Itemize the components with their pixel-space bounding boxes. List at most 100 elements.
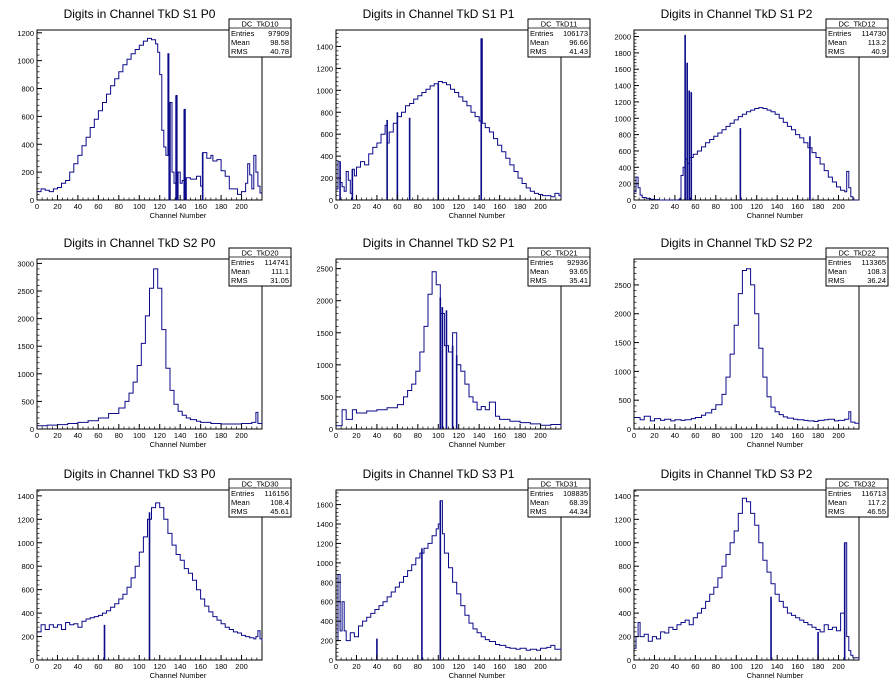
x-tick-label: 0 [632, 202, 636, 211]
panel-title: Digits in Channel TkD S1 P0 [64, 7, 216, 21]
x-tick-label: 140 [473, 431, 486, 440]
x-tick-label: 200 [235, 662, 248, 671]
stats-value: 31.05 [270, 276, 289, 285]
y-tick-label: 2000 [614, 310, 631, 319]
x-tick-label: 100 [730, 431, 743, 440]
y-tick-label: 2000 [17, 315, 34, 324]
x-tick-label: 40 [671, 202, 679, 211]
histogram-panel: Digits in Channel TkD S2 P0 0 20 40 60 80 100 1… [17, 236, 292, 449]
x-tick-label: 100 [432, 662, 445, 671]
y-tick-label: 400 [21, 140, 34, 149]
x-tick-label: 120 [750, 202, 763, 211]
stats-label: RMS [530, 276, 547, 285]
stats-value: 93.65 [569, 267, 588, 276]
x-tick-label: 140 [771, 431, 784, 440]
y-tick-label: 200 [21, 168, 34, 177]
histogram-line [37, 37, 262, 201]
x-tick-label: 120 [452, 431, 465, 440]
x-tick-label: 160 [791, 662, 804, 671]
x-axis-label: Channel Number [747, 440, 804, 449]
x-tick-label: 180 [812, 202, 825, 211]
stats-value: 41.43 [569, 47, 588, 56]
x-tick-label: 20 [53, 431, 61, 440]
x-tick-label: 60 [94, 202, 102, 211]
x-tick-label: 180 [812, 662, 825, 671]
plot-frame [36, 258, 263, 430]
y-tick-label: 1000 [17, 57, 34, 66]
stats-label: Mean [231, 267, 250, 276]
y-tick-label: 500 [618, 396, 631, 405]
histogram-panel: Digits in Channel TkD S3 P2 0 20 40 60 80 100 1… [614, 467, 889, 680]
histogram-line [336, 271, 562, 427]
x-tick-label: 200 [534, 431, 547, 440]
x-tick-label: 60 [393, 202, 401, 211]
x-tick-label: 200 [832, 431, 845, 440]
stats-value: 36.24 [867, 276, 886, 285]
stats-label: Mean [828, 498, 847, 507]
stats-label: Entries [828, 258, 852, 267]
x-tick-label: 0 [334, 662, 338, 671]
x-tick-label: 40 [74, 662, 82, 671]
stats-label: RMS [231, 276, 248, 285]
histogram-line [37, 502, 263, 642]
x-tick-label: 60 [393, 431, 401, 440]
stats-label: Entries [530, 29, 554, 38]
histogram-panel: Digits in Channel TkD S1 P0 0 20 40 60 80 100 1… [17, 7, 292, 220]
panel-title: Digits in Channel TkD S1 P1 [363, 7, 515, 21]
x-tick-label: 100 [730, 662, 743, 671]
y-tick-label: 1200 [316, 64, 333, 73]
stats-value: 114730 [862, 29, 886, 38]
y-tick-label: 1000 [614, 539, 631, 548]
y-tick-label: 1500 [17, 342, 34, 351]
y-tick-label: 800 [21, 562, 34, 571]
stats-box-frame [527, 478, 591, 518]
x-tick-label: 140 [174, 431, 187, 440]
y-tick-label: 3000 [17, 259, 34, 268]
y-tick-label: 0 [30, 425, 34, 434]
x-tick-label: 0 [334, 431, 338, 440]
panel-title: Digits in Channel TkD S2 P1 [363, 236, 515, 250]
stats-box-frame [228, 247, 292, 287]
plot-frame [633, 489, 860, 661]
stats-value: 97909 [268, 29, 289, 38]
y-tick-label: 1000 [316, 559, 333, 568]
y-tick-label: 200 [618, 180, 631, 189]
x-tick-label: 120 [452, 662, 465, 671]
stats-name: DC_TkD20 [241, 249, 278, 258]
histogram-line [37, 268, 263, 427]
x-tick-label: 160 [493, 431, 506, 440]
stats-label: RMS [231, 507, 248, 516]
y-tick-label: 1800 [614, 49, 631, 58]
plot-frame [633, 29, 860, 201]
stats-box-frame [825, 18, 889, 58]
y-tick-label: 500 [320, 393, 333, 402]
x-tick-label: 120 [750, 662, 763, 671]
x-tick-label: 40 [671, 431, 679, 440]
histogram-panel: Digits in Channel TkD S2 P1 0 20 40 60 80 100 1… [316, 236, 591, 449]
y-tick-label: 0 [627, 425, 631, 434]
y-tick-label: 1200 [614, 98, 631, 107]
y-tick-label: 1000 [316, 361, 333, 370]
y-tick-label: 1200 [316, 539, 333, 548]
y-tick-label: 600 [320, 130, 333, 139]
x-tick-label: 200 [832, 202, 845, 211]
y-tick-label: 600 [320, 598, 333, 607]
stats-name: DC_TkD12 [838, 20, 875, 29]
x-tick-label: 80 [712, 662, 720, 671]
x-tick-label: 80 [414, 431, 422, 440]
y-tick-label: 2000 [316, 297, 333, 306]
y-tick-label: 1200 [17, 29, 34, 38]
x-tick-label: 40 [373, 662, 381, 671]
x-tick-label: 60 [691, 431, 699, 440]
y-tick-label: 0 [329, 425, 333, 434]
y-tick-label: 1500 [316, 329, 333, 338]
x-axis-label: Channel Number [150, 211, 207, 220]
stats-box-frame [527, 247, 591, 287]
stats-label: RMS [530, 47, 547, 56]
x-tick-label: 200 [235, 202, 248, 211]
x-axis-label: Channel Number [747, 671, 804, 680]
